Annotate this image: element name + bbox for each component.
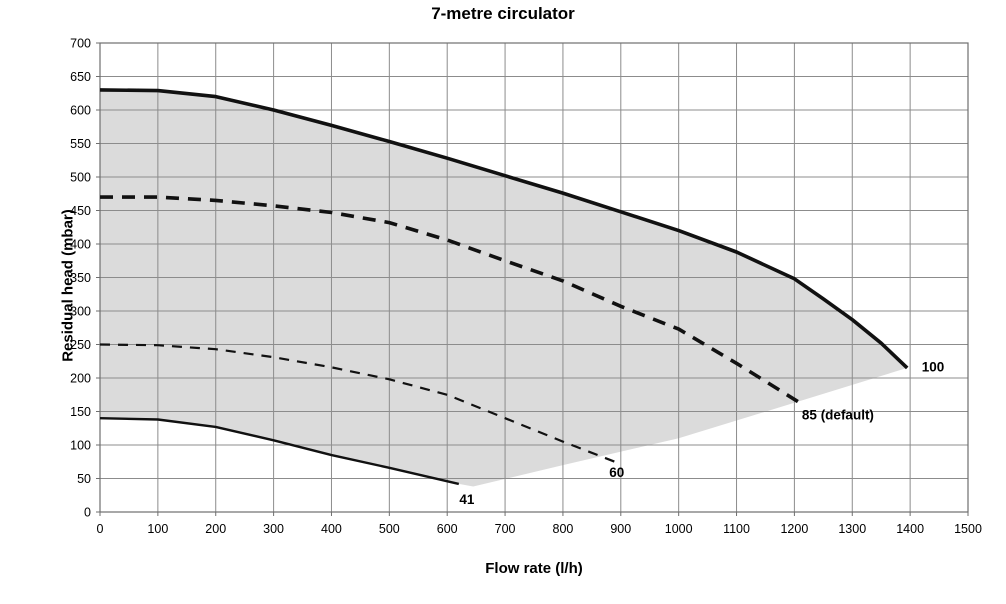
y-tick-label: 300	[70, 305, 91, 319]
x-tick-label: 1100	[723, 522, 750, 536]
curve-label-41: 41	[459, 492, 475, 507]
x-tick-label: 800	[553, 522, 574, 536]
y-tick-label: 100	[70, 439, 91, 453]
y-tick-label: 0	[84, 506, 91, 520]
y-tick-label: 700	[70, 37, 91, 51]
x-tick-label: 1000	[665, 522, 693, 536]
curve-speed-85	[100, 195, 805, 407]
x-tick-label: 1400	[896, 522, 924, 536]
chart-title: 7-metre circulator	[431, 4, 575, 23]
x-tick-label: 500	[379, 522, 400, 536]
x-tick-label: 1200	[780, 522, 808, 536]
y-tick-label: 50	[77, 472, 91, 486]
y-tick-label: 350	[70, 271, 91, 285]
x-tick-label: 400	[321, 522, 342, 536]
region-operating-envelope	[100, 89, 908, 487]
x-tick-label: 300	[263, 522, 284, 536]
y-tick-label: 600	[70, 104, 91, 118]
y-tick-label: 200	[70, 372, 91, 386]
y-tick-label: 150	[70, 405, 91, 419]
x-tick-label: 100	[147, 522, 168, 536]
x-tick-label: 0	[97, 522, 104, 536]
y-tick-label: 250	[70, 338, 91, 352]
y-axis-title: Residual head (mbar)	[59, 209, 77, 362]
curve-label-60: 60	[609, 465, 624, 480]
curve-label-100: 100	[922, 359, 945, 374]
curve-speed-41	[99, 417, 460, 486]
x-tick-label: 700	[495, 522, 516, 536]
x-tick-label: 900	[610, 522, 631, 536]
x-tick-label: 600	[437, 522, 458, 536]
x-tick-label: 200	[205, 522, 226, 536]
y-tick-label: 550	[70, 137, 91, 151]
curve-labels: 100 85 (default) 60 41	[459, 359, 944, 507]
curve-label-85: 85 (default)	[802, 408, 874, 423]
tick-marks	[96, 42, 969, 516]
x-tick-label: 1300	[838, 522, 866, 536]
tick-labels: 0 100 200 300 400 500 600 700 800 900 1000 1100 1200…	[70, 37, 982, 537]
y-tick-label: 650	[70, 70, 91, 84]
y-tick-label: 500	[70, 171, 91, 185]
y-tick-label: 400	[70, 238, 91, 252]
x-tick-label: 1500	[954, 522, 982, 536]
y-tick-label: 450	[70, 204, 91, 218]
curve-speed-100	[99, 88, 909, 370]
x-axis-title: Flow rate (l/h)	[485, 560, 583, 577]
